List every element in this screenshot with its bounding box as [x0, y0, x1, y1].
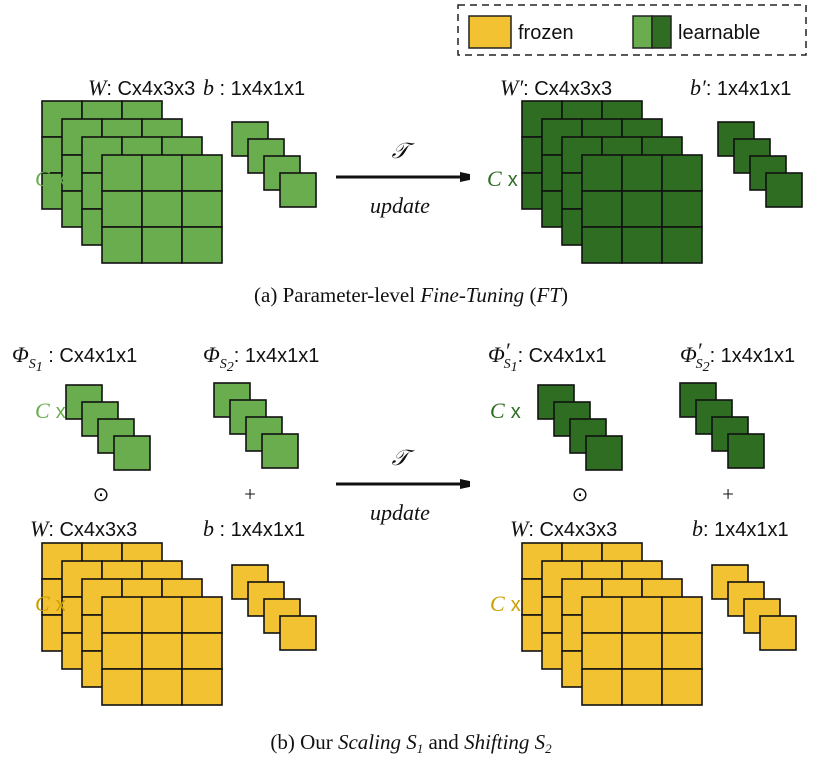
bias-label: b : 1x4x1x1	[203, 516, 305, 541]
kernel-cell	[141, 190, 183, 228]
kernel-cell	[141, 668, 183, 706]
kernel-cell	[181, 154, 223, 192]
bias-label: b : 1x4x1x1	[203, 75, 305, 100]
kernel-cell	[101, 154, 143, 192]
vector-cell	[113, 435, 151, 471]
multiply-op: ⊙	[93, 484, 110, 506]
transform-symbol: 𝒯	[392, 445, 416, 470]
kernel-cell	[661, 668, 703, 706]
kernel-cell	[181, 632, 223, 670]
kernel-cell	[181, 596, 223, 634]
transform-symbol: 𝒯	[392, 138, 416, 163]
vector-cell	[759, 615, 797, 651]
kernel-cell	[141, 632, 183, 670]
kernel-cell	[621, 190, 663, 228]
kernel-cell	[581, 596, 623, 634]
bias-updated-label: b′: 1x4x1x1	[690, 75, 791, 100]
arrow-label: update	[370, 193, 430, 218]
vector-cell	[279, 615, 317, 651]
kernel-cell	[621, 154, 663, 192]
kernel-cell	[141, 154, 183, 192]
multiply-op: ⊙	[572, 484, 589, 506]
kernel-cell	[661, 632, 703, 670]
vector-cell	[727, 433, 765, 469]
kernel-cell	[101, 190, 143, 228]
vector-cell	[765, 172, 803, 208]
kernel-cell	[101, 668, 143, 706]
kernel-cell	[621, 226, 663, 264]
add-op: +	[244, 482, 256, 506]
kernel-cell	[101, 226, 143, 264]
kernel-cell	[661, 226, 703, 264]
kernel-cell	[621, 668, 663, 706]
kernel-cell	[141, 226, 183, 264]
legend-swatch-dark	[651, 15, 672, 49]
kernel-cell	[661, 154, 703, 192]
kernel-cell	[581, 668, 623, 706]
kernel-cell	[581, 226, 623, 264]
kernel-cell	[101, 632, 143, 670]
legend-box	[457, 4, 807, 56]
bias-label: b: 1x4x1x1	[692, 516, 789, 541]
kernel-cell	[581, 190, 623, 228]
weight-label: W: Cx4x3x3	[510, 516, 617, 541]
weight-updated-label: W′: Cx4x3x3	[500, 75, 612, 100]
shift-label: ΦS2: 1x4x1x1	[203, 342, 319, 375]
vector-cell	[585, 435, 623, 471]
kernel-cell	[621, 596, 663, 634]
caption: (b) Our Scaling S1 and Shifting S2	[270, 730, 552, 756]
kernel-cell	[661, 596, 703, 634]
shapes	[41, 100, 803, 706]
kernel-cell	[181, 190, 223, 228]
caption: (a) Parameter-level Fine-Tuning (FT)	[254, 283, 568, 307]
weight-label: W: Cx4x3x3	[30, 516, 137, 541]
kernel-cell	[581, 632, 623, 670]
kernel-cell	[181, 668, 223, 706]
vector-cell	[279, 172, 317, 208]
legend-frozen-swatch	[468, 15, 512, 49]
scale-label: ΦS1 : Cx4x1x1	[12, 342, 137, 375]
scale-updated-label: Φ′ S1: Cx4x1x1	[488, 338, 607, 375]
legend-frozen: frozen	[518, 22, 574, 44]
vector-cell	[261, 433, 299, 469]
kernel-cell	[661, 190, 703, 228]
kernel-cell	[101, 596, 143, 634]
kernel-cell	[181, 226, 223, 264]
arrow-label: update	[370, 500, 430, 525]
kernel-cell	[141, 596, 183, 634]
legend-swatch-light	[632, 15, 653, 49]
kernel-cell	[581, 154, 623, 192]
kernel-cell	[621, 632, 663, 670]
shift-updated-label: Φ′ S2: 1x4x1x1	[680, 338, 795, 375]
add-op: +	[722, 482, 734, 506]
legend-learnable: learnable	[678, 22, 760, 44]
weight-label: W: Cx4x3x3	[88, 75, 195, 100]
